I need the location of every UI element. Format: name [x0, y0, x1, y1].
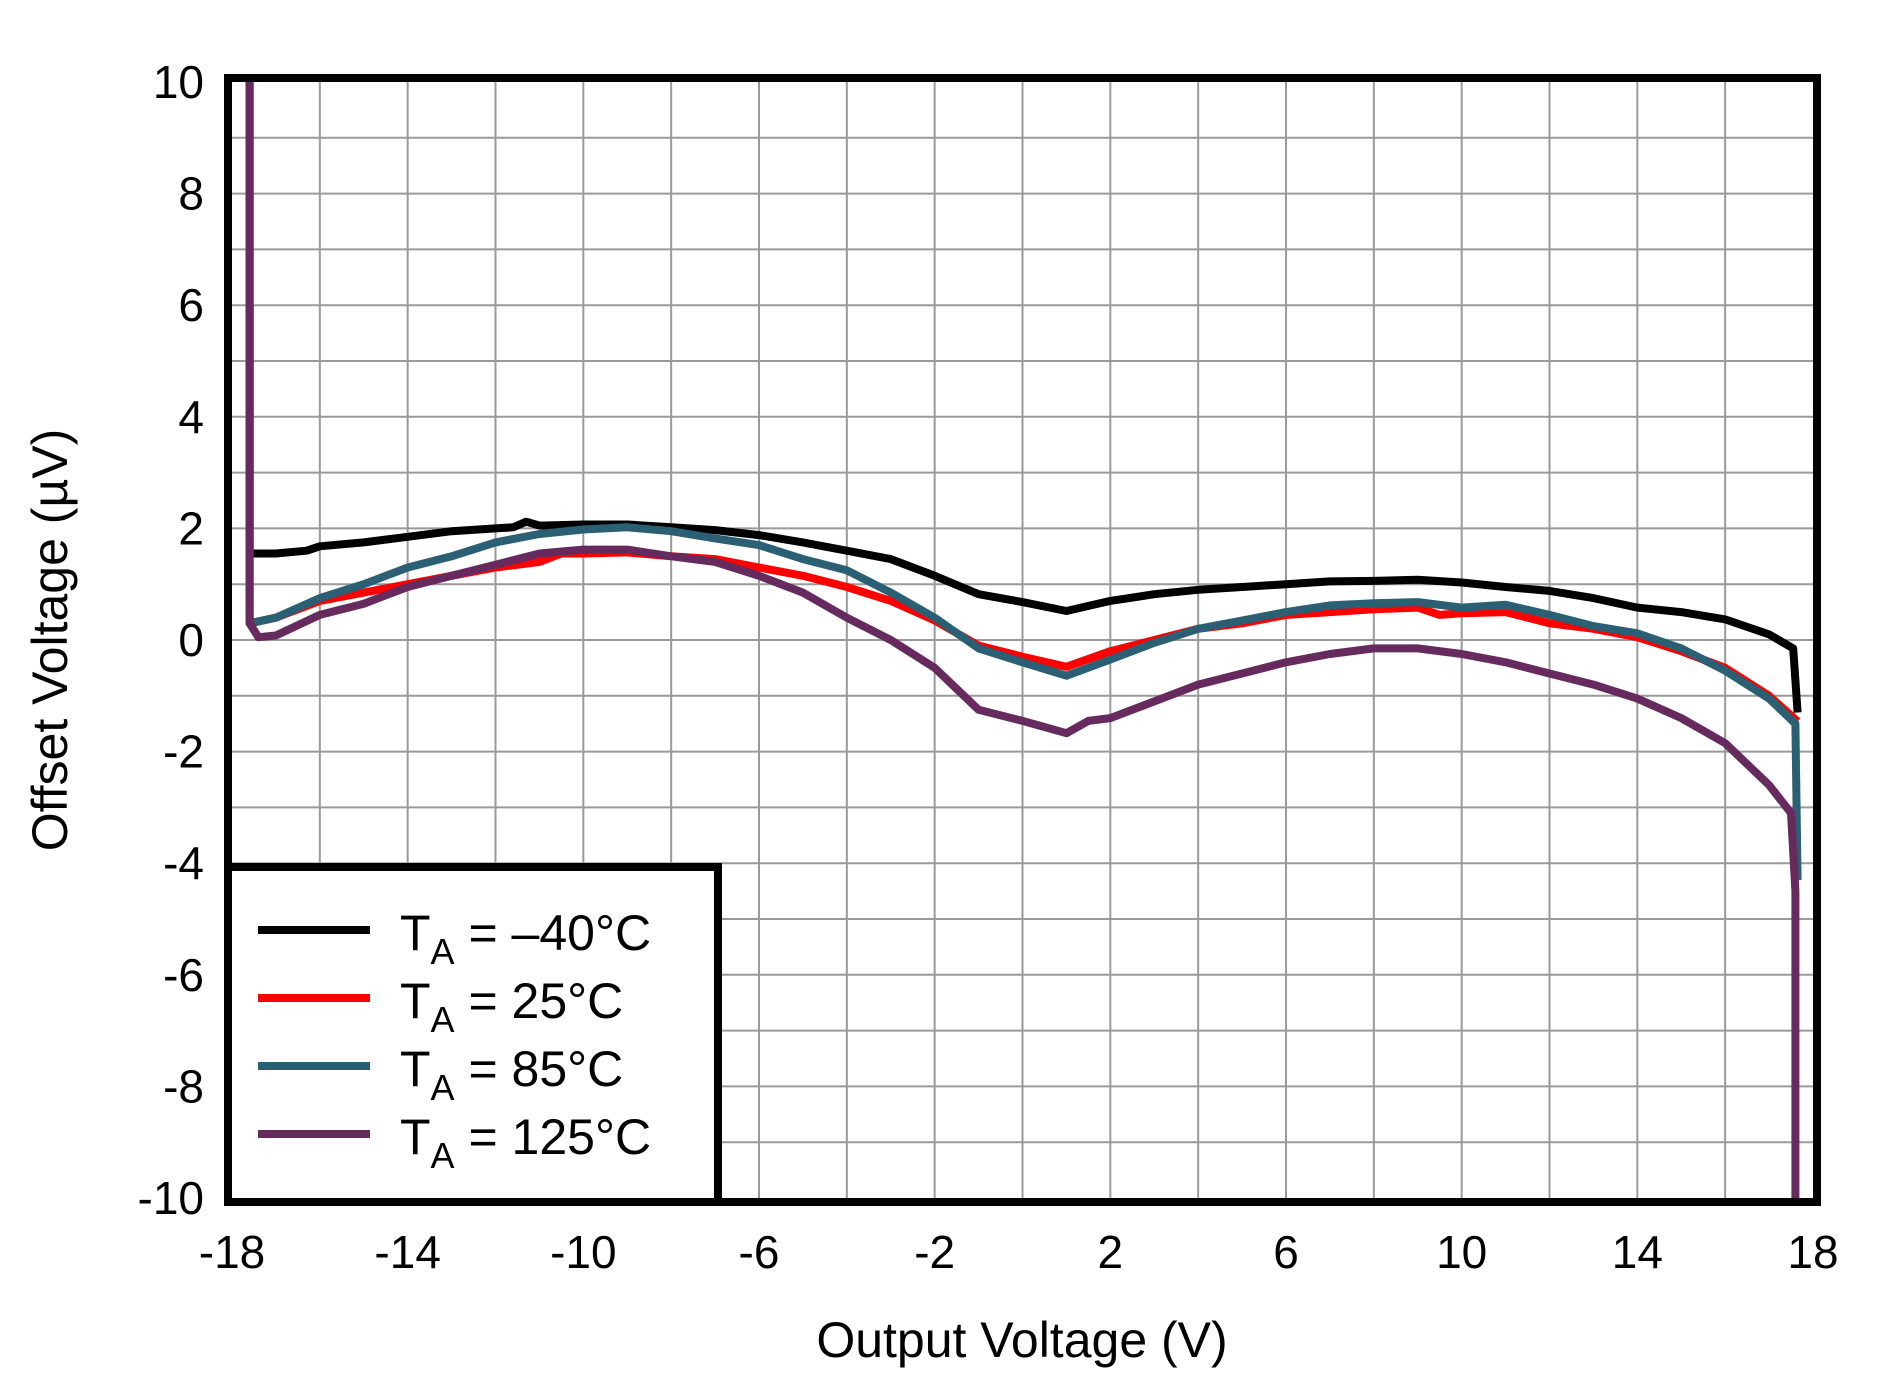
y-tick-label: 0	[178, 614, 204, 666]
y-axis-title: Offset Voltage (µV)	[22, 429, 78, 852]
x-axis-title: Output Voltage (V)	[816, 1312, 1227, 1368]
y-tick-label: -2	[163, 726, 204, 778]
x-axis-tick-labels: -18 -14 -10 -6 -2 2 6 10 14 18	[199, 1226, 1839, 1278]
x-tick-label: 14	[1612, 1226, 1663, 1278]
y-tick-label: 6	[178, 279, 204, 331]
y-axis-tick-labels: 10 8 6 4 2 0 -2 -4 -6 -8 -10	[138, 56, 204, 1224]
legend: TA = –40°CTA = 25°CTA = 85°CTA = 125°C	[224, 863, 722, 1206]
x-tick-label: -18	[199, 1226, 265, 1278]
x-tick-label: 6	[1273, 1226, 1299, 1278]
y-tick-label: 4	[178, 391, 204, 443]
y-tick-label: -10	[138, 1172, 204, 1224]
x-tick-label: 2	[1098, 1226, 1124, 1278]
data-series	[245, 82, 1802, 1198]
x-tick-label: -14	[374, 1226, 440, 1278]
legend-label-2: TA = 85°C	[400, 1041, 623, 1108]
plot-border	[224, 74, 1821, 1206]
legend-label-3: TA = 125°C	[400, 1109, 651, 1176]
legend-box	[224, 863, 722, 1206]
series-line-0	[245, 82, 1802, 713]
x-tick-label: -6	[739, 1226, 780, 1278]
y-tick-label: -6	[163, 949, 204, 1001]
y-tick-label: -4	[163, 837, 204, 889]
y-tick-label: -8	[163, 1060, 204, 1112]
x-tick-label: 10	[1436, 1226, 1487, 1278]
x-tick-label: -10	[550, 1226, 616, 1278]
legend-label-1: TA = 25°C	[400, 973, 623, 1040]
y-tick-label: 2	[178, 502, 204, 554]
x-tick-label: 18	[1787, 1226, 1838, 1278]
y-tick-label: 8	[178, 168, 204, 220]
series-line-3	[245, 82, 1800, 1198]
series-line-2	[245, 82, 1802, 880]
legend-label-0: TA = –40°C	[400, 905, 651, 972]
x-tick-label: -2	[914, 1226, 955, 1278]
grid-lines	[232, 82, 1813, 1198]
y-tick-label: 10	[153, 56, 204, 108]
